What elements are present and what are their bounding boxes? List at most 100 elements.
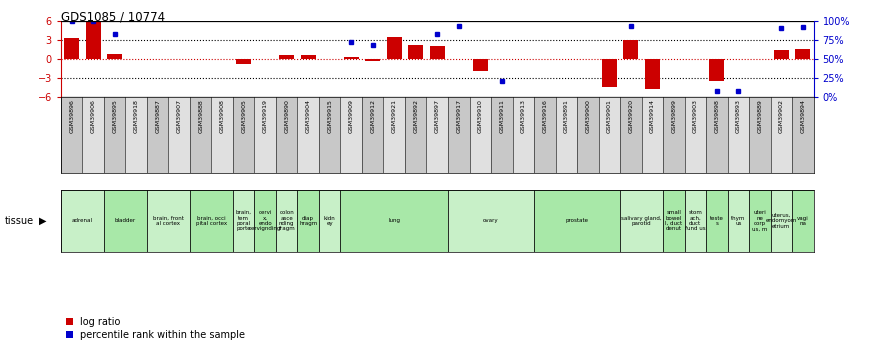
Bar: [685, 97, 706, 172]
Bar: [190, 97, 211, 172]
Bar: [147, 190, 190, 252]
Bar: [642, 97, 663, 172]
Bar: [280, 56, 294, 59]
Bar: [254, 190, 276, 252]
Text: GSM39908: GSM39908: [220, 99, 225, 133]
Text: teste
s: teste s: [710, 216, 724, 226]
Bar: [792, 97, 814, 172]
Bar: [147, 97, 168, 172]
Bar: [104, 190, 147, 252]
Bar: [108, 54, 122, 59]
Text: GSM39899: GSM39899: [671, 99, 676, 133]
Bar: [297, 97, 319, 172]
Text: GSM39912: GSM39912: [370, 99, 375, 133]
Bar: [663, 97, 685, 172]
Text: stom
ach,
duct
fund us: stom ach, duct fund us: [685, 210, 706, 231]
Text: GSM39911: GSM39911: [499, 99, 504, 133]
Legend: log ratio, percentile rank within the sample: log ratio, percentile rank within the sa…: [65, 317, 246, 340]
Bar: [624, 40, 638, 59]
Text: ovary: ovary: [483, 218, 499, 223]
Bar: [534, 190, 620, 252]
Text: GSM39918: GSM39918: [134, 99, 139, 133]
Bar: [774, 50, 788, 59]
Bar: [276, 97, 297, 172]
Text: GSM39920: GSM39920: [628, 99, 633, 133]
Bar: [190, 190, 233, 252]
Text: GSM39910: GSM39910: [478, 99, 483, 133]
Text: brain,
tem
poral
porte: brain, tem poral porte: [236, 210, 252, 231]
Text: uterus,
endomyom
etrium: uterus, endomyom etrium: [765, 213, 797, 229]
Text: thym
us: thym us: [731, 216, 745, 226]
Bar: [297, 190, 319, 252]
Text: GSM39895: GSM39895: [112, 99, 117, 133]
Bar: [383, 97, 405, 172]
Bar: [344, 57, 358, 59]
Text: GSM39891: GSM39891: [564, 99, 569, 133]
Bar: [125, 97, 147, 172]
Bar: [61, 97, 82, 172]
Bar: [796, 49, 810, 59]
Bar: [534, 97, 556, 172]
Bar: [491, 97, 513, 172]
Bar: [426, 97, 448, 172]
Text: GSM39919: GSM39919: [263, 99, 268, 133]
Bar: [706, 97, 728, 172]
Bar: [301, 56, 315, 59]
Text: diap
hragm: diap hragm: [299, 216, 317, 226]
Text: GSM39888: GSM39888: [198, 99, 203, 132]
Text: GSM39905: GSM39905: [241, 99, 246, 133]
Text: GSM39889: GSM39889: [757, 99, 762, 133]
Text: uteri
ne
corp
us, m: uteri ne corp us, m: [752, 210, 768, 231]
Bar: [319, 97, 340, 172]
Bar: [233, 97, 254, 172]
Text: GSM39915: GSM39915: [327, 99, 332, 133]
Bar: [409, 45, 423, 59]
Text: brain, front
al cortex: brain, front al cortex: [153, 216, 184, 226]
Bar: [749, 97, 771, 172]
Bar: [577, 97, 599, 172]
Text: GSM39914: GSM39914: [650, 99, 655, 133]
Text: adrenal: adrenal: [72, 218, 93, 223]
Bar: [728, 190, 749, 252]
Bar: [620, 97, 642, 172]
Text: GSM39903: GSM39903: [693, 99, 698, 133]
Text: GSM39887: GSM39887: [155, 99, 160, 133]
Text: GSM39896: GSM39896: [69, 99, 74, 133]
Text: lung: lung: [388, 218, 401, 223]
Bar: [645, 59, 659, 89]
Text: vagi
na: vagi na: [797, 216, 809, 226]
Bar: [233, 190, 254, 252]
Text: GSM39909: GSM39909: [349, 99, 354, 133]
Text: GSM39907: GSM39907: [177, 99, 182, 133]
Bar: [61, 190, 104, 252]
Bar: [749, 190, 771, 252]
Bar: [706, 190, 728, 252]
Bar: [82, 97, 104, 172]
Bar: [211, 97, 233, 172]
Bar: [448, 97, 470, 172]
Bar: [86, 22, 100, 59]
Text: prostate: prostate: [565, 218, 589, 223]
Text: GSM39906: GSM39906: [90, 99, 96, 133]
Bar: [602, 59, 616, 87]
Bar: [387, 37, 401, 59]
Text: GSM39898: GSM39898: [714, 99, 719, 133]
Bar: [620, 190, 663, 252]
Text: brain, occi
pital cortex: brain, occi pital cortex: [196, 216, 227, 226]
Text: GSM39897: GSM39897: [435, 99, 440, 133]
Bar: [792, 190, 814, 252]
Text: GSM39901: GSM39901: [607, 99, 612, 133]
Bar: [556, 97, 577, 172]
Bar: [685, 190, 706, 252]
Bar: [430, 46, 444, 59]
Bar: [168, 97, 190, 172]
Text: GSM39913: GSM39913: [521, 99, 526, 133]
Text: salivary gland,
parotid: salivary gland, parotid: [621, 216, 662, 226]
Text: small
bowel
l, duct
denut: small bowel l, duct denut: [665, 210, 683, 231]
Bar: [319, 190, 340, 252]
Text: tissue: tissue: [4, 216, 34, 226]
Bar: [710, 59, 724, 81]
Bar: [104, 97, 125, 172]
Text: GSM39892: GSM39892: [413, 99, 418, 133]
Bar: [362, 97, 383, 172]
